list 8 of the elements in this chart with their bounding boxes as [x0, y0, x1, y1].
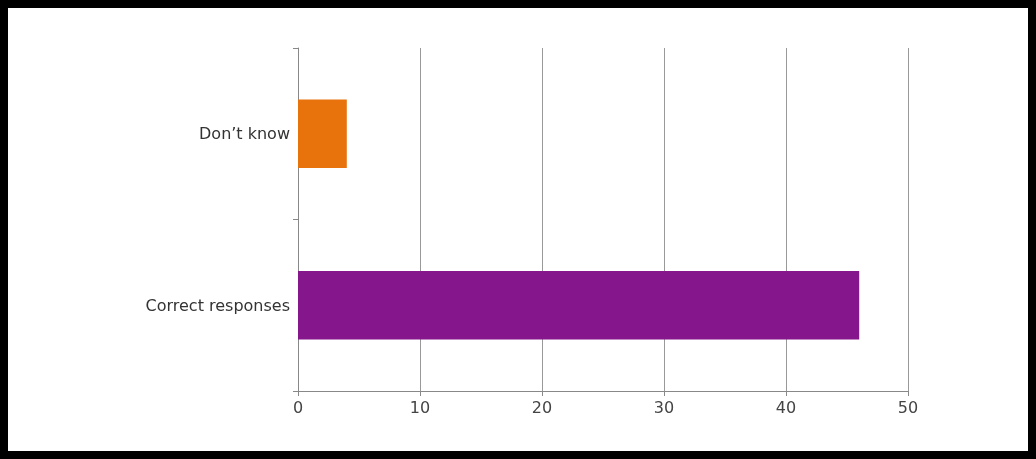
- x-tick-label: 40: [775, 397, 797, 417]
- x-tick-label: 30: [653, 397, 675, 417]
- x-tick-label: 10: [409, 397, 431, 417]
- x-tick-label: 0: [292, 397, 304, 417]
- y-tick-label: Correct responses: [145, 295, 290, 315]
- x-tick-label: 50: [897, 397, 919, 417]
- x-tick-label: 20: [531, 397, 553, 417]
- y-tick-label: Don’t know: [199, 124, 290, 144]
